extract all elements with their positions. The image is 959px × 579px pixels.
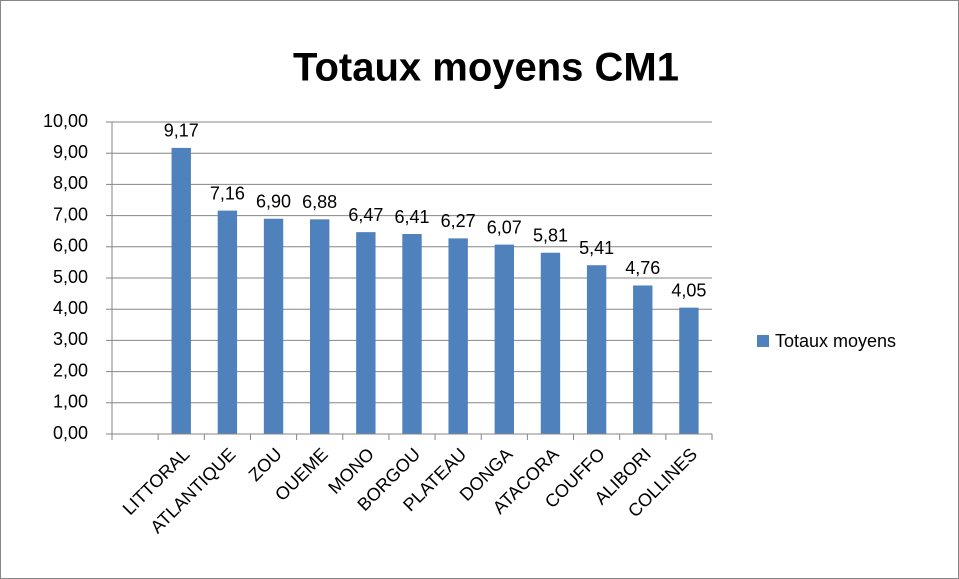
legend-label: Totaux moyens [775,331,896,351]
bar [310,219,330,434]
data-label: 5,41 [579,238,614,258]
chart-title: Totaux moyens CM1 [293,46,679,90]
data-label: 6,41 [394,207,429,227]
bar [448,238,468,434]
bar [540,252,561,434]
data-label: 4,05 [671,280,706,300]
bar [171,147,191,434]
data-label: 6,47 [348,205,383,225]
data-label: 6,88 [302,192,337,212]
bar [402,234,422,434]
y-tick-label: 1,00 [53,392,88,412]
data-label: 4,76 [625,258,660,278]
y-tick-label: 4,00 [53,298,88,318]
bar [217,210,238,434]
y-tick-label: 5,00 [53,267,88,287]
data-label: 6,07 [487,217,522,237]
y-tick-label: 9,00 [53,142,88,162]
bar [356,232,376,434]
bar [633,285,653,434]
y-tick-label: 8,00 [53,173,88,193]
y-tick-label: 2,00 [53,360,88,380]
data-label: 7,16 [210,183,245,203]
data-label: 6,27 [441,211,476,231]
bar [494,244,514,434]
bar [586,265,607,434]
data-label: 9,17 [164,121,199,141]
legend-swatch [757,335,769,347]
y-tick-label: 10,00 [43,111,88,131]
y-tick-label: 3,00 [53,329,88,349]
data-label: 6,90 [256,191,291,211]
y-tick-label: 7,00 [53,204,88,224]
data-label: 5,81 [533,225,568,245]
bar [263,218,284,434]
y-tick-label: 6,00 [53,236,88,256]
bar [679,307,699,434]
y-tick-label: 0,00 [53,423,88,443]
